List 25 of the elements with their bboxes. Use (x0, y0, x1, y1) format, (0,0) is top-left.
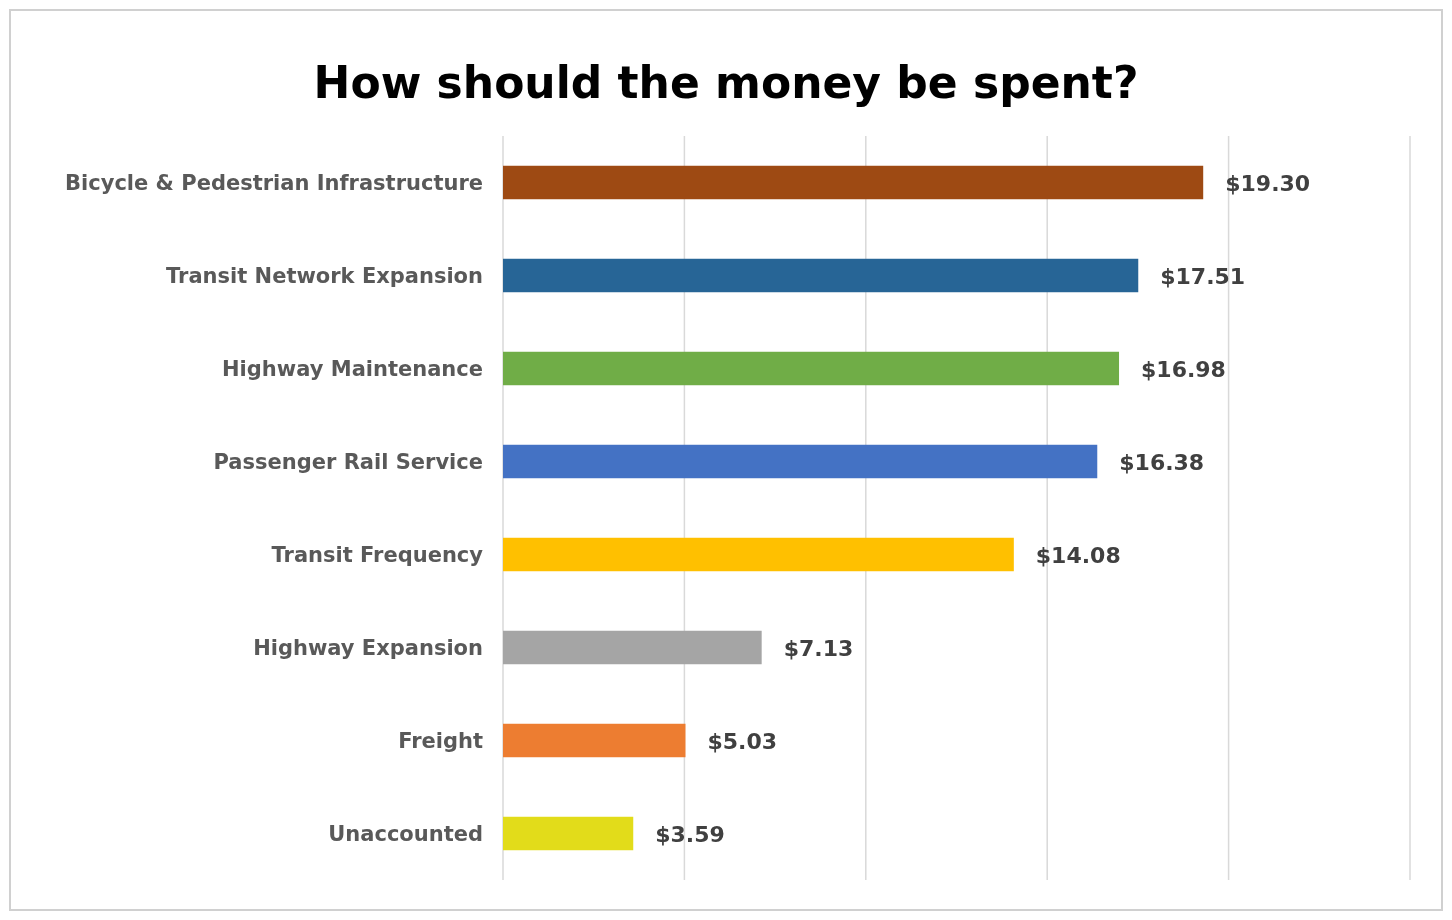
bar (503, 351, 1120, 386)
y-tick-label: Highway Maintenance (222, 356, 483, 381)
bar (503, 630, 762, 665)
data-label: $16.98 (1141, 356, 1226, 382)
data-label: $17.51 (1160, 263, 1246, 289)
data-label: $14.08 (1035, 542, 1121, 568)
y-tick-label: Freight (398, 728, 483, 753)
data-label: $7.13 (783, 635, 854, 661)
bar (503, 537, 1014, 572)
data-label: $5.03 (707, 728, 778, 754)
bar (503, 165, 1204, 200)
y-tick-label: Passenger Rail Service (213, 449, 483, 474)
bar (503, 816, 634, 851)
y-tick-label: Unaccounted (328, 821, 483, 846)
bar (503, 723, 686, 758)
y-tick-label: Bicycle & Pedestrian Infrastructure (65, 170, 483, 195)
y-tick-label: Transit Frequency (271, 542, 484, 567)
chart-title: How should the money be spent? (313, 57, 1139, 108)
bar (503, 258, 1139, 293)
y-tick-label: Transit Network Expansion (166, 263, 483, 288)
y-tick-label: Highway Expansion (253, 635, 483, 660)
bar (503, 444, 1098, 479)
data-label: $19.30 (1225, 170, 1311, 196)
data-label: $16.38 (1119, 449, 1205, 475)
data-label: $3.59 (655, 821, 725, 847)
